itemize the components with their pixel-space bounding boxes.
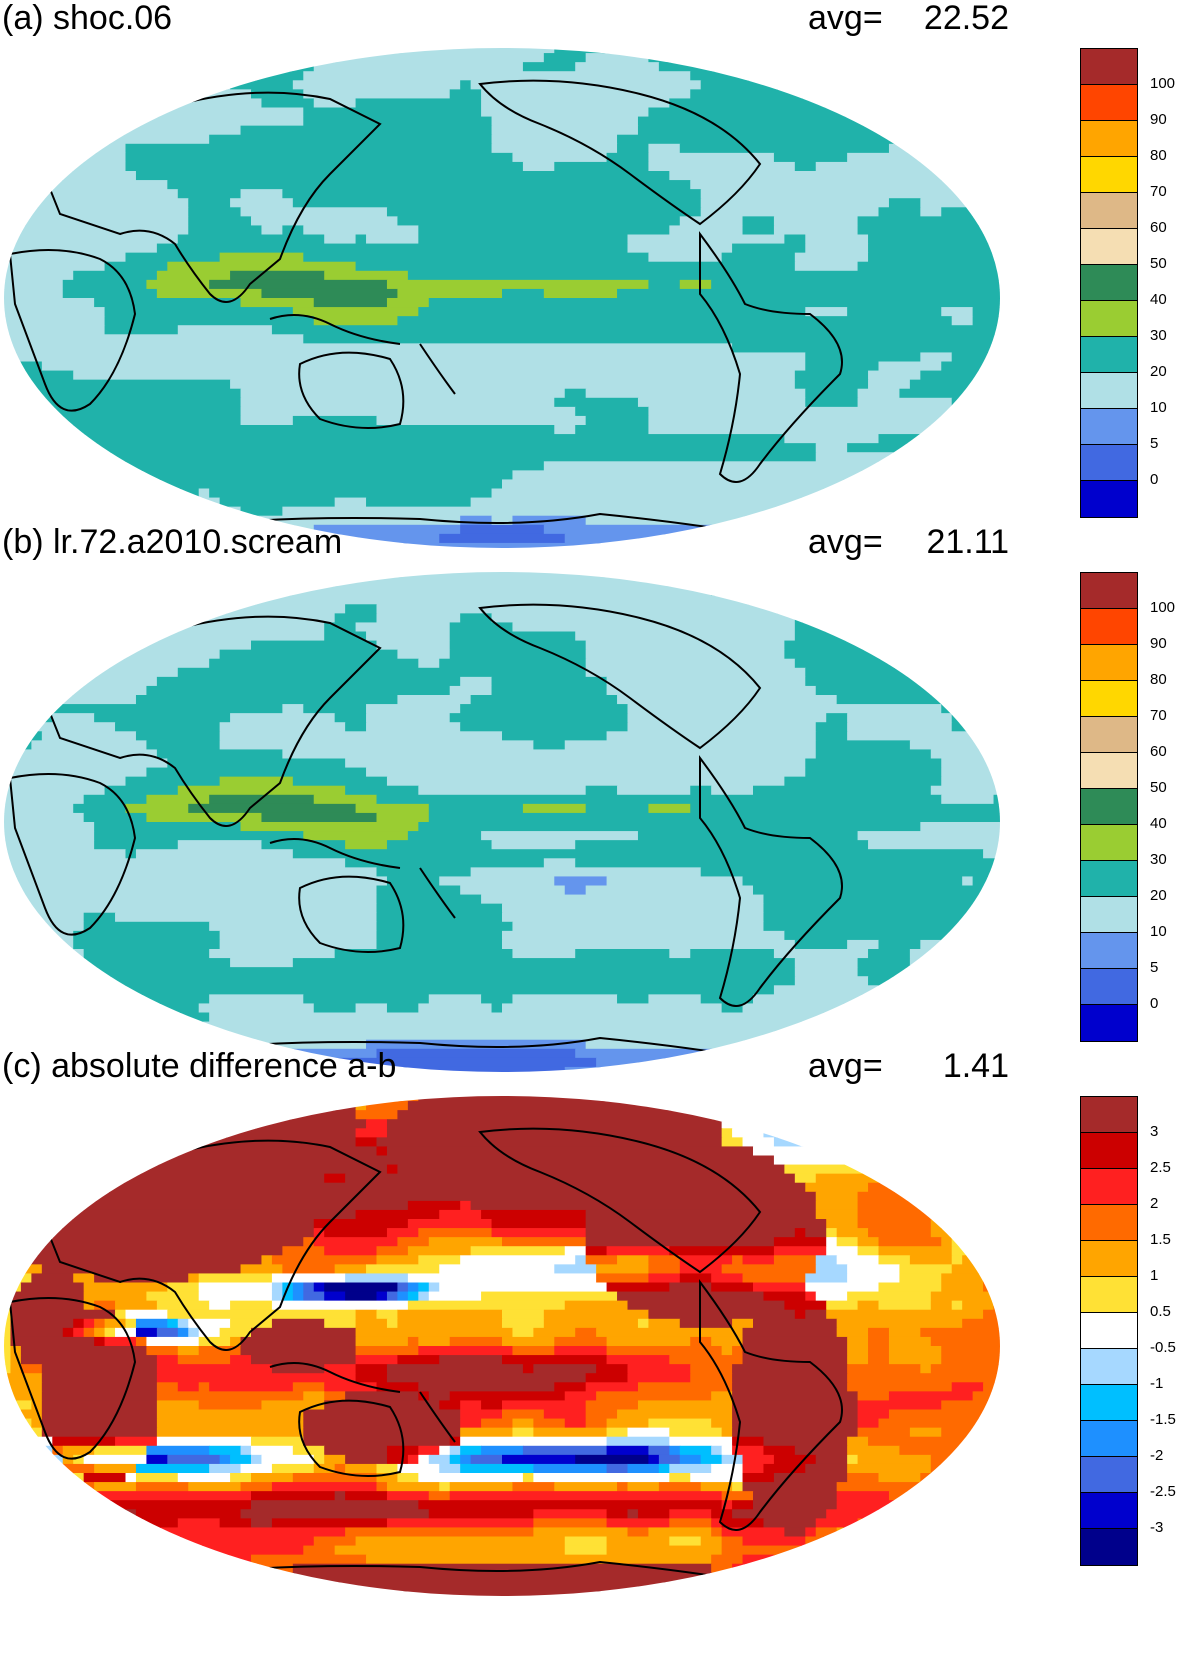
colorbar-cell <box>1080 1204 1138 1242</box>
colorbar-cell <box>1080 716 1138 754</box>
colorbar-label: 90 <box>1150 111 1167 128</box>
panel-title: (c) absolute difference a-b <box>2 1047 397 1085</box>
colorbar-cell <box>1080 372 1138 410</box>
colorbar-label: 0 <box>1150 995 1159 1012</box>
colorbar-label: 20 <box>1150 363 1167 380</box>
world-map-c <box>4 1096 1000 1596</box>
colorbar-cell <box>1080 680 1138 718</box>
colorbar-label: 100 <box>1150 75 1176 92</box>
colorbar-cell <box>1080 408 1138 446</box>
colorbar-label: 3 <box>1150 1123 1159 1140</box>
colorbar-label: 80 <box>1150 147 1167 164</box>
colorbar-label: 5 <box>1150 435 1159 452</box>
panel-title: (a) shoc.06 <box>2 0 173 37</box>
colorbar-cell <box>1080 752 1138 790</box>
avg-value: 22.52 <box>923 0 1009 37</box>
colorbar-label: 70 <box>1150 183 1167 200</box>
avg-label: avg= <box>808 1047 883 1085</box>
map-a <box>0 44 1004 552</box>
colorbar-cell <box>1080 860 1138 898</box>
colorbar-cell <box>1080 1276 1138 1314</box>
colorbar-label: 10 <box>1150 399 1167 416</box>
colorbar-cell <box>1080 84 1138 122</box>
data-field-c <box>4 1096 1000 1596</box>
colorbar-cell <box>1080 1004 1138 1042</box>
avg-label: avg= <box>808 523 883 561</box>
colorbar-cell <box>1080 444 1138 482</box>
colorbar-label: 2.5 <box>1150 1159 1171 1176</box>
colorbar-label: 50 <box>1150 779 1167 796</box>
colorbar-cell <box>1080 192 1138 230</box>
colorbar-cell <box>1080 968 1138 1006</box>
colorbar-label: 0 <box>1150 471 1159 488</box>
colorbar-label: 30 <box>1150 851 1167 868</box>
avg-label: avg= <box>808 0 883 37</box>
colorbar-label: -1 <box>1150 1375 1164 1392</box>
colorbar-label: 70 <box>1150 707 1167 724</box>
colorbar-label: 30 <box>1150 327 1167 344</box>
colorbar-cell <box>1080 480 1138 518</box>
world-map-a <box>4 48 1000 548</box>
colorbar-label: 80 <box>1150 671 1167 688</box>
map-c <box>0 1092 1004 1600</box>
colorbar-label: 1 <box>1150 1267 1159 1284</box>
colorbar-cell <box>1080 644 1138 682</box>
colorbar-label: 10 <box>1150 923 1167 940</box>
colorbar-label: 60 <box>1150 743 1167 760</box>
colorbar-label: 60 <box>1150 219 1167 236</box>
colorbar-cell <box>1080 788 1138 826</box>
colorbar-label: 0.5 <box>1150 1303 1171 1320</box>
colorbar-cell <box>1080 1492 1138 1530</box>
colorbar-cell <box>1080 896 1138 934</box>
colorbar-label: -2 <box>1150 1447 1164 1464</box>
colorbar-cell <box>1080 300 1138 338</box>
colorbar-cell <box>1080 608 1138 646</box>
panel-c: (c) absolute difference a-b avg= 1.41 3 2.5 2… <box>0 1047 1189 1596</box>
colorbar-cell <box>1080 1384 1138 1422</box>
colorbar-label: 40 <box>1150 815 1167 832</box>
colorbar-cell <box>1080 120 1138 158</box>
colorbar-label: 90 <box>1150 635 1167 652</box>
colorbar-cell <box>1080 1528 1138 1566</box>
data-field-b <box>4 572 1000 1072</box>
colorbar-cell <box>1080 1348 1138 1386</box>
colorbar-label: 50 <box>1150 255 1167 272</box>
colorbar-label: 40 <box>1150 291 1167 308</box>
colorbar-label: -2.5 <box>1150 1483 1176 1500</box>
colorbar-label: -0.5 <box>1150 1339 1176 1356</box>
colorbar-a <box>1080 48 1138 518</box>
avg-value: 21.11 <box>926 523 1009 561</box>
colorbar-cell <box>1080 336 1138 374</box>
colorbar-label: -3 <box>1150 1519 1164 1536</box>
colorbar-label: -1.5 <box>1150 1411 1176 1428</box>
colorbar-cell <box>1080 824 1138 862</box>
colorbar-cell <box>1080 932 1138 970</box>
world-map-b <box>4 572 1000 1072</box>
colorbar-cell <box>1080 264 1138 302</box>
colorbar-cell <box>1080 48 1138 86</box>
data-field-a <box>4 48 1000 548</box>
avg-value: 1.41 <box>942 1047 1009 1085</box>
colorbar-label: 100 <box>1150 599 1176 616</box>
panel-title: (b) lr.72.a2010.scream <box>2 523 343 561</box>
colorbar-label: 5 <box>1150 959 1159 976</box>
colorbar-label: 2 <box>1150 1195 1159 1212</box>
colorbar-cell <box>1080 156 1138 194</box>
colorbar-label: 1.5 <box>1150 1231 1171 1248</box>
colorbar-cell <box>1080 228 1138 266</box>
colorbar-cell <box>1080 572 1138 610</box>
colorbar-cell <box>1080 1168 1138 1206</box>
colorbar-cell <box>1080 1132 1138 1170</box>
colorbar-cell <box>1080 1096 1138 1134</box>
colorbar-cell <box>1080 1240 1138 1278</box>
panel-b: (b) lr.72.a2010.scream avg= 21.11 100 90 80 70… <box>0 523 1189 1072</box>
colorbar-c <box>1080 1096 1138 1566</box>
colorbar-cell <box>1080 1456 1138 1494</box>
colorbar-cell <box>1080 1420 1138 1458</box>
colorbar-label: 20 <box>1150 887 1167 904</box>
map-b <box>0 568 1004 1076</box>
panel-a: (a) shoc.06 avg= 22.52 100 90 80 70 60 50 40 30 20 1… <box>0 0 1189 548</box>
colorbar-b <box>1080 572 1138 1042</box>
colorbar-cell <box>1080 1312 1138 1350</box>
